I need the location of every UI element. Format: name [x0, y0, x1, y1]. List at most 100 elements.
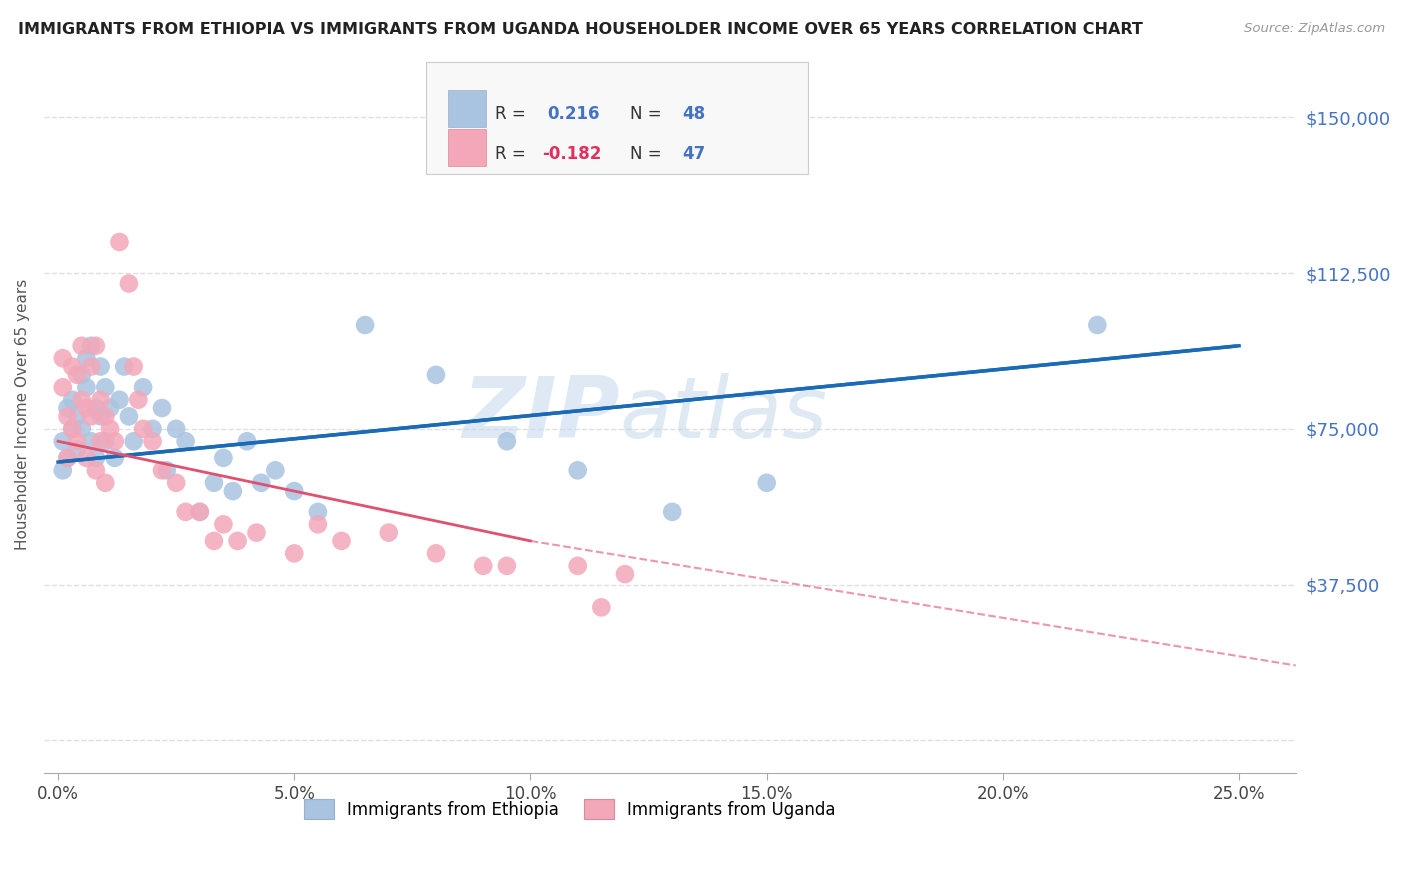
- Point: [90, 392, 112, 407]
- Point: [90, 359, 112, 374]
- Point: [755, 475, 778, 490]
- Point: [94, 475, 117, 490]
- Point: [330, 533, 353, 548]
- Point: [245, 525, 267, 540]
- Point: [70, 392, 93, 407]
- Point: [174, 505, 197, 519]
- Point: [108, 235, 131, 249]
- Point: [80, 434, 103, 449]
- Point: [202, 475, 225, 490]
- Point: [165, 475, 187, 490]
- Point: [307, 517, 329, 532]
- Text: ZIP: ZIP: [463, 373, 620, 456]
- Point: [90, 409, 112, 424]
- Point: [104, 450, 127, 465]
- Point: [1085, 318, 1108, 332]
- Text: N =: N =: [630, 105, 666, 123]
- Point: [94, 409, 117, 424]
- Text: IMMIGRANTS FROM ETHIOPIA VS IMMIGRANTS FROM UGANDA HOUSEHOLDER INCOME OVER 65 YE: IMMIGRANTS FROM ETHIOPIA VS IMMIGRANTS F…: [18, 22, 1143, 37]
- Point: [56, 409, 79, 424]
- Point: [122, 359, 145, 374]
- Point: [150, 401, 173, 415]
- Text: 0.216: 0.216: [547, 105, 599, 123]
- Point: [84, 463, 107, 477]
- Text: Source: ZipAtlas.com: Source: ZipAtlas.com: [1244, 22, 1385, 36]
- Point: [264, 463, 287, 477]
- Point: [661, 505, 683, 519]
- Point: [60, 359, 83, 374]
- Point: [70, 422, 93, 436]
- Point: [52, 380, 75, 394]
- Point: [66, 368, 89, 382]
- Point: [591, 600, 613, 615]
- Point: [60, 422, 83, 436]
- Point: [519, 152, 541, 166]
- Point: [90, 434, 112, 449]
- Point: [84, 401, 107, 415]
- Point: [141, 422, 163, 436]
- Point: [80, 339, 103, 353]
- Point: [236, 434, 259, 449]
- Point: [567, 558, 589, 573]
- Point: [94, 380, 117, 394]
- Point: [56, 450, 79, 465]
- Point: [66, 409, 89, 424]
- Point: [307, 505, 329, 519]
- Point: [472, 558, 495, 573]
- Point: [80, 359, 103, 374]
- Point: [75, 351, 97, 366]
- FancyBboxPatch shape: [449, 89, 486, 127]
- Point: [60, 422, 83, 436]
- Point: [70, 368, 93, 382]
- FancyBboxPatch shape: [426, 62, 807, 174]
- Point: [70, 339, 93, 353]
- Point: [174, 434, 197, 449]
- Legend: Immigrants from Ethiopia, Immigrants from Uganda: Immigrants from Ethiopia, Immigrants fro…: [297, 792, 842, 826]
- Point: [84, 450, 107, 465]
- Point: [226, 533, 249, 548]
- Point: [75, 450, 97, 465]
- Point: [75, 380, 97, 394]
- Point: [250, 475, 273, 490]
- FancyBboxPatch shape: [449, 129, 486, 167]
- Point: [156, 463, 179, 477]
- Point: [188, 505, 211, 519]
- Point: [66, 442, 89, 457]
- Point: [354, 318, 377, 332]
- Point: [56, 401, 79, 415]
- Point: [52, 434, 75, 449]
- Y-axis label: Householder Income Over 65 years: Householder Income Over 65 years: [15, 278, 30, 549]
- Point: [84, 339, 107, 353]
- Point: [52, 463, 75, 477]
- Text: 47: 47: [682, 145, 706, 162]
- Point: [75, 401, 97, 415]
- Point: [80, 409, 103, 424]
- Point: [377, 525, 399, 540]
- Point: [132, 422, 155, 436]
- Point: [118, 277, 141, 291]
- Point: [425, 368, 447, 382]
- Point: [567, 463, 589, 477]
- Point: [283, 484, 305, 499]
- Point: [425, 546, 447, 560]
- Point: [118, 409, 141, 424]
- Point: [188, 505, 211, 519]
- Point: [112, 359, 135, 374]
- Point: [52, 351, 75, 366]
- Point: [66, 434, 89, 449]
- Text: R =: R =: [495, 105, 530, 123]
- Point: [283, 546, 305, 560]
- Point: [495, 434, 517, 449]
- Point: [165, 422, 187, 436]
- Point: [127, 392, 149, 407]
- Point: [60, 392, 83, 407]
- Point: [108, 392, 131, 407]
- Point: [122, 434, 145, 449]
- Point: [212, 517, 235, 532]
- Text: R =: R =: [495, 145, 530, 162]
- Point: [495, 558, 517, 573]
- Text: atlas: atlas: [620, 373, 828, 456]
- Point: [104, 434, 127, 449]
- Point: [202, 533, 225, 548]
- Point: [98, 422, 121, 436]
